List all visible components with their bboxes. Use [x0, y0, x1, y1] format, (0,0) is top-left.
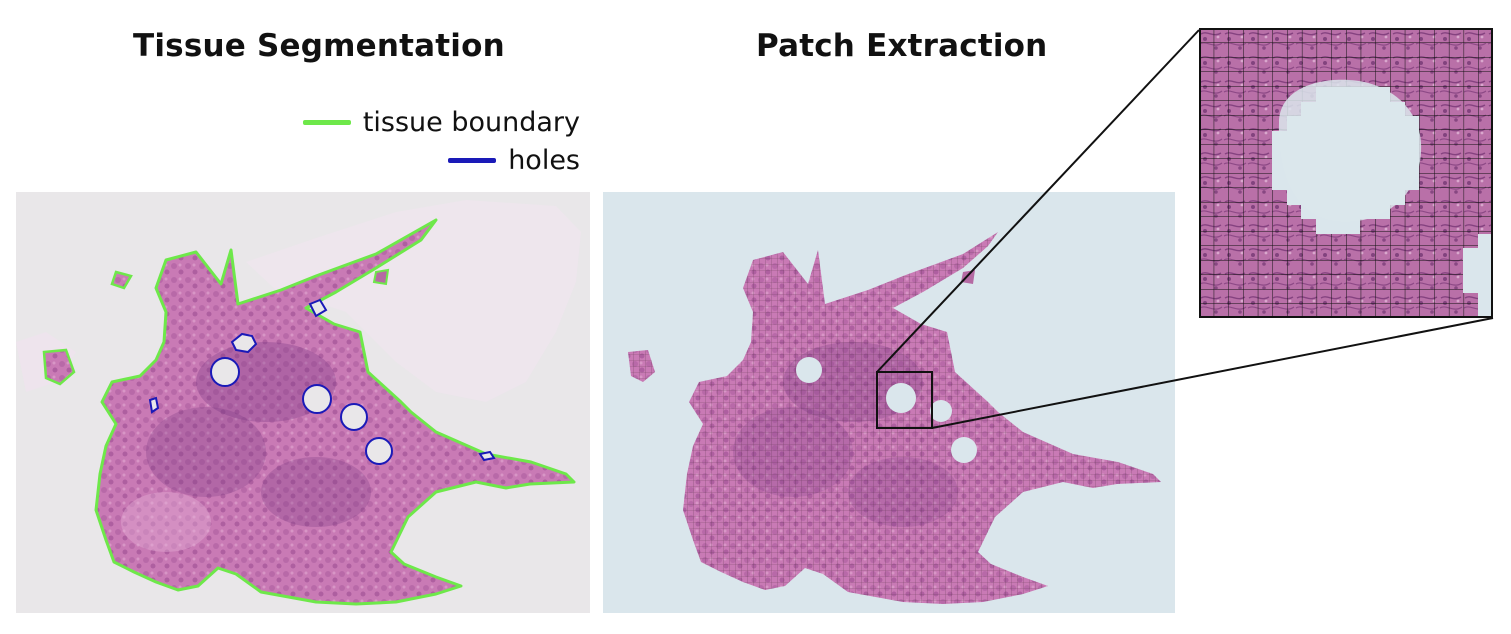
zoom-border [1199, 28, 1493, 318]
patch-extraction-slide-image [603, 192, 1175, 613]
patch-extraction-title: Patch Extraction [756, 28, 1048, 64]
zoomed-patch-view [1199, 28, 1493, 318]
zoom-hole [1278, 79, 1422, 223]
patched-fragment-grid [628, 350, 655, 382]
hole-contours [148, 298, 496, 465]
legend-label-holes: holes [508, 144, 580, 176]
tissue-segmentation-title: Tissue Segmentation [133, 28, 505, 64]
segmentation-slide-image [16, 192, 590, 613]
holes-swatch [448, 157, 497, 163]
tissue-boundary-swatch [302, 119, 351, 125]
faint-tissue-area [246, 200, 581, 402]
legend-label-tissue-boundary: tissue boundary [362, 106, 580, 138]
tissue-fragment [110, 270, 133, 290]
legend-item-tissue-boundary: tissue boundary [302, 104, 580, 140]
legend-item-holes: holes [448, 142, 580, 178]
tissue-fragment [42, 348, 76, 386]
tissue-fragment [372, 268, 390, 286]
patched-fragment [961, 270, 975, 284]
